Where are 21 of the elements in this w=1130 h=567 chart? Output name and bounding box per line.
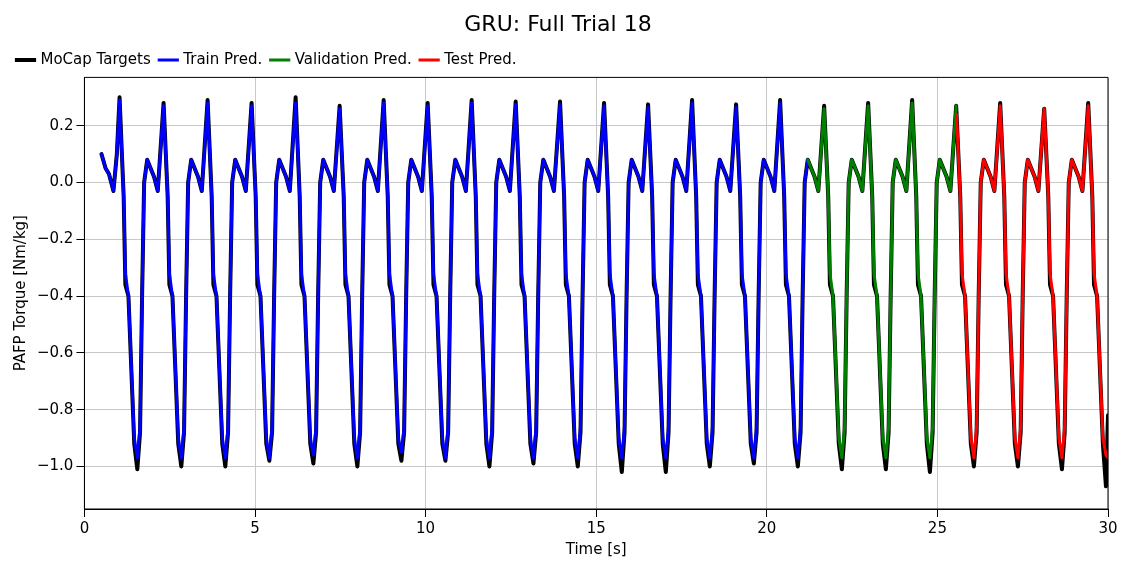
legend-label: Test Pred.	[443, 49, 517, 68]
x-tick-label: 25	[927, 518, 947, 537]
x-tick-label: 20	[757, 518, 777, 537]
x-tick-label: 0	[79, 518, 90, 537]
y-tick-label: 0.0	[49, 172, 74, 191]
y-tick-label: −0.6	[36, 342, 74, 361]
y-tick-label: −0.8	[36, 399, 74, 418]
x-axis-title: Time [s]	[564, 539, 627, 558]
legend-label: Validation Pred.	[294, 49, 412, 68]
legend-label: Train Pred.	[182, 49, 263, 68]
y-tick-label: −0.2	[36, 229, 74, 248]
legend-label: MoCap Targets	[40, 49, 151, 68]
x-tick-label: 5	[250, 518, 260, 537]
y-tick-label: −0.4	[36, 285, 74, 304]
y-tick-label: −1.0	[36, 456, 74, 475]
x-tick-label: 15	[586, 518, 606, 537]
x-tick-label: 10	[416, 518, 436, 537]
chart-title: GRU: Full Trial 18	[464, 10, 652, 36]
y-axis-title: PAFP Torque [Nm/kg]	[10, 215, 29, 372]
y-tick-label: 0.2	[49, 115, 74, 134]
x-tick-label: 30	[1098, 518, 1118, 537]
